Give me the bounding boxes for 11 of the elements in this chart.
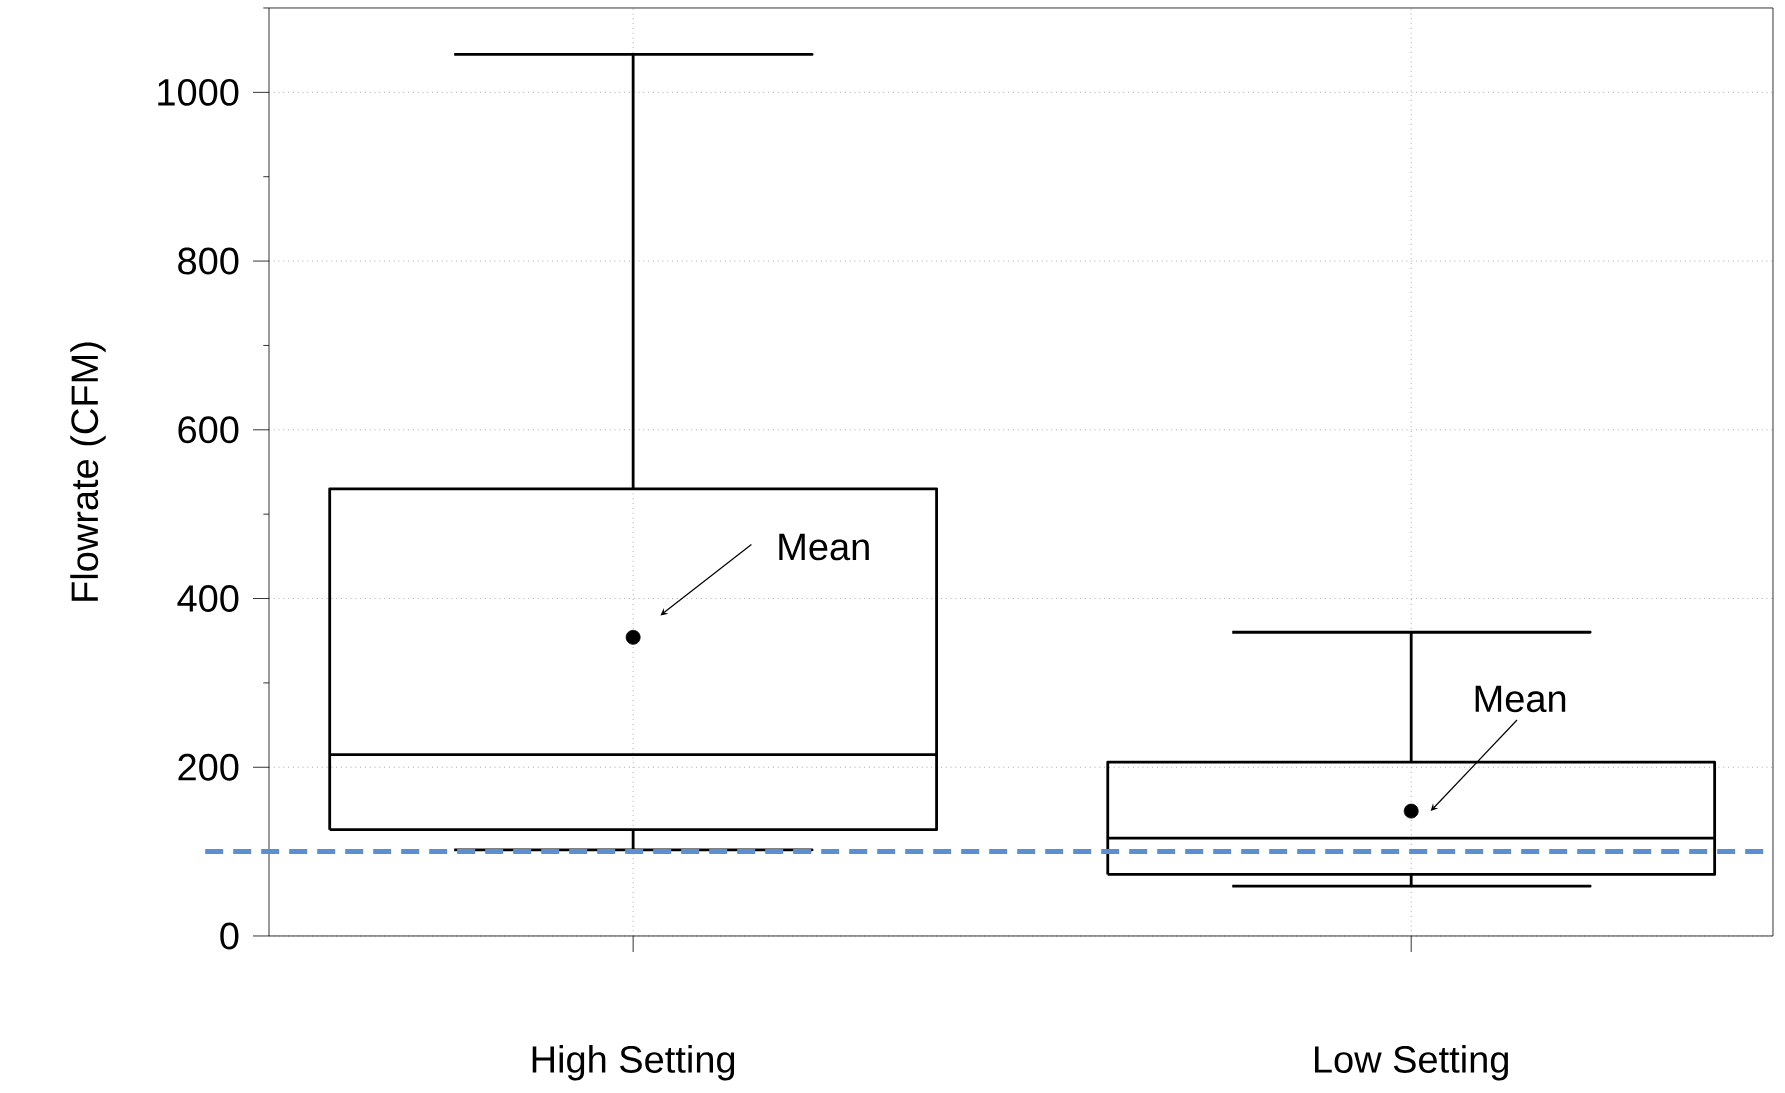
y-tick-label: 600	[178, 416, 239, 444]
y-tick-label: 200	[178, 753, 239, 781]
y-tick-label: 0	[220, 922, 239, 950]
y-tick-label: 1000	[158, 78, 239, 106]
annotation: Mean	[1475, 685, 1566, 713]
x-tick-label: Low Setting	[1315, 1044, 1508, 1081]
y-axis-title: Flowrate (CFM)	[70, 342, 106, 601]
x-tick-label: High Setting	[532, 1044, 735, 1081]
y-tick-label: 800	[178, 247, 239, 275]
annotation: Mean	[779, 533, 869, 561]
y-tick-label: 400	[177, 585, 239, 612]
